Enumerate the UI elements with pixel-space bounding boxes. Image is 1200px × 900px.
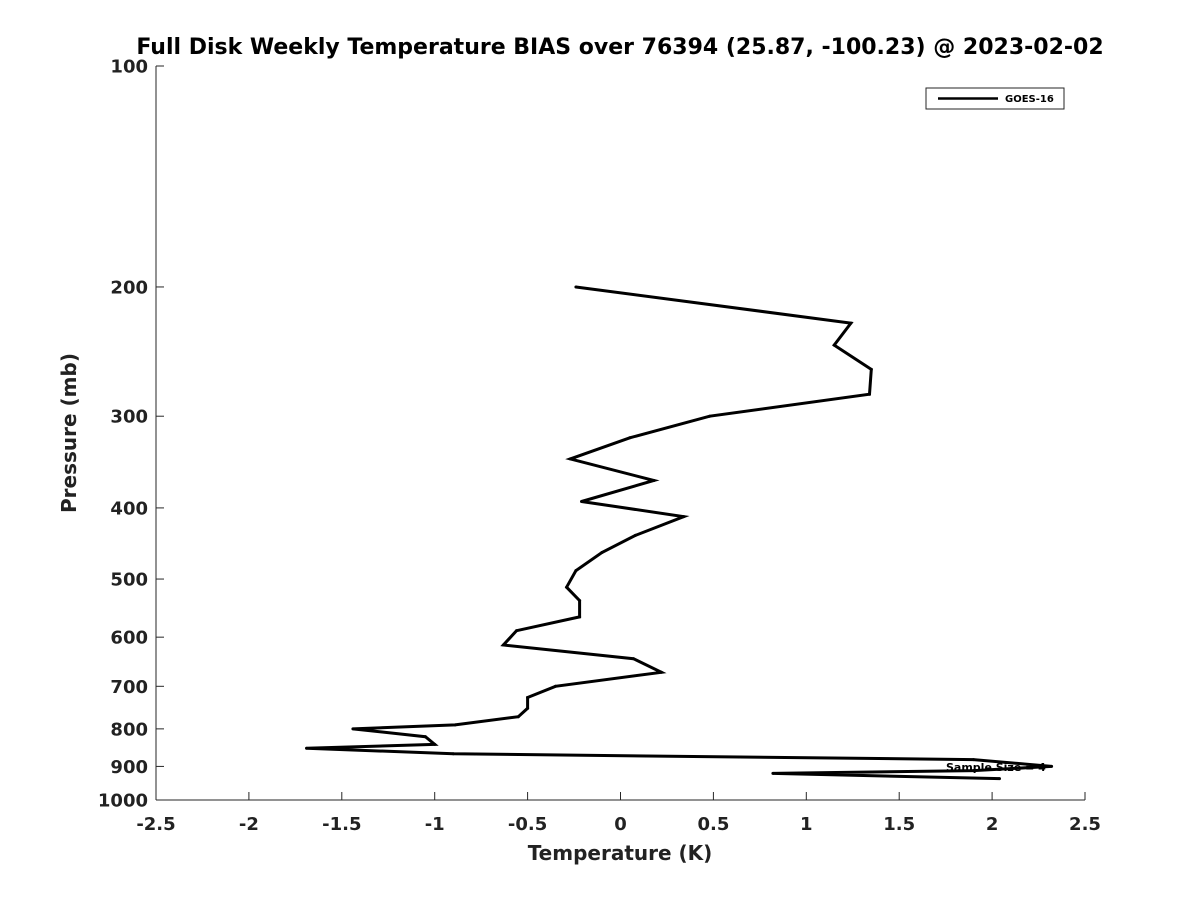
data-point: [708, 414, 712, 418]
data-point: [580, 500, 583, 503]
x-tick-label: 1: [800, 814, 813, 835]
data-point: [574, 285, 578, 289]
x-tick-label: -1.5: [322, 814, 361, 835]
sample-size-annotation: Sample Size = 4: [946, 761, 1046, 774]
data-point: [868, 392, 871, 396]
data-point: [568, 457, 572, 461]
y-tick-label: 1000: [98, 791, 148, 812]
y-tick-label: 900: [110, 757, 148, 778]
series-line-goes-16: [306, 285, 1052, 781]
data-point: [433, 742, 437, 746]
data-point: [1050, 764, 1054, 768]
data-point: [351, 727, 355, 731]
x-tick-label: 0.5: [697, 814, 729, 835]
data-point: [526, 706, 530, 710]
data-point: [600, 551, 604, 554]
chart-title: Full Disk Weekly Temperature BIAS over 7…: [136, 35, 1103, 60]
y-tick-label: 500: [110, 570, 148, 591]
data-point: [972, 769, 975, 773]
legend: GOES-16: [925, 87, 1065, 110]
data-point: [832, 343, 836, 347]
y-tick-label: 100: [110, 57, 148, 78]
data-point: [526, 696, 530, 699]
plot-area: -2.5 -2 -1.5 -1 -0.5 0 0.5 1 1.5 2 2.5 100 200 300 40…: [98, 57, 1101, 836]
x-axis-label: Temperature (K): [528, 841, 713, 865]
x-tick-label: -1: [425, 814, 445, 835]
data-point: [682, 515, 686, 519]
data-point: [632, 657, 635, 661]
series-layer: [305, 285, 1054, 781]
y-tick-label: 800: [110, 719, 148, 740]
x-tick-label: 0: [614, 814, 627, 835]
data-point: [771, 771, 775, 775]
y-axis-label: Pressure (mb): [57, 353, 81, 513]
y-tick-label: 200: [110, 277, 148, 298]
x-tick-label: -0.5: [508, 814, 547, 835]
data-point: [516, 715, 520, 719]
data-point: [628, 436, 632, 440]
x-tick-label: 2.5: [1069, 814, 1101, 835]
y-tick-label: 600: [110, 628, 148, 649]
data-point: [578, 615, 582, 619]
x-axis-ticks: -2.5 -2 -1.5 -1 -0.5 0 0.5 1 1.5 2 2.5: [136, 792, 1101, 835]
data-point: [554, 684, 557, 688]
data-point: [453, 723, 457, 727]
data-point: [972, 758, 975, 762]
x-tick-label: 2: [986, 814, 999, 835]
data-point: [869, 367, 873, 371]
data-point: [652, 479, 656, 482]
x-tick-label: -2: [239, 814, 259, 835]
y-tick-label: 300: [110, 407, 148, 428]
y-axis-ticks: 100 200 300 400 500 600 700 800 900 1000: [98, 57, 164, 812]
data-point: [305, 746, 308, 750]
x-tick-label: -2.5: [136, 814, 175, 835]
y-tick-label: 700: [110, 677, 148, 698]
data-point: [501, 643, 505, 647]
data-point: [451, 752, 455, 756]
data-point: [565, 585, 569, 589]
data-point: [578, 599, 582, 603]
data-point: [849, 321, 853, 325]
data-point: [423, 735, 427, 739]
data-point: [574, 569, 578, 573]
data-point: [515, 629, 518, 633]
x-tick-label: 1.5: [883, 814, 915, 835]
data-point: [633, 533, 637, 537]
legend-entry-goes-16: GOES-16: [1005, 94, 1054, 105]
data-point: [998, 777, 1001, 781]
data-point: [659, 670, 663, 674]
y-tick-label: 400: [110, 498, 148, 519]
